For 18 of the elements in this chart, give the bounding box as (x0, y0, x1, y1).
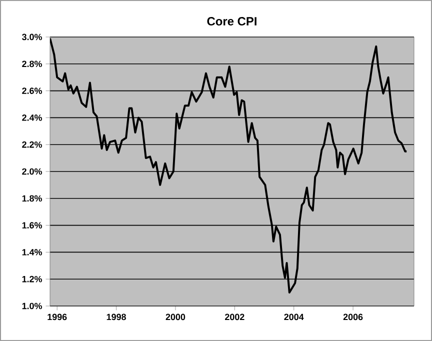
x-tick-label: 2000 (166, 314, 186, 320)
y-tick-label: 1.8% (22, 195, 42, 202)
y-tick-label: 2.8% (22, 60, 42, 68)
x-tick-label: 1996 (48, 314, 67, 320)
y-tick-label: 2.2% (22, 141, 42, 148)
y-tick-label: 3.0% (22, 34, 42, 40)
y-tick-label: 1.0% (22, 302, 42, 310)
y-tick-label: 1.6% (22, 222, 42, 228)
y-tick-label: 2.6% (22, 88, 42, 94)
x-tick-label: 2004 (284, 314, 304, 320)
y-tick-label: 2.0% (22, 168, 42, 175)
y-tick-label: 1.4% (22, 249, 42, 256)
y-tick-label: 1.2% (22, 276, 42, 282)
x-tick-label: 2006 (343, 314, 363, 320)
x-tick-label: 2002 (225, 314, 244, 320)
x-tick-label: 1998 (106, 314, 126, 320)
y-tick-label: 2.4% (22, 114, 42, 121)
chart-title: Core CPI (207, 17, 256, 26)
